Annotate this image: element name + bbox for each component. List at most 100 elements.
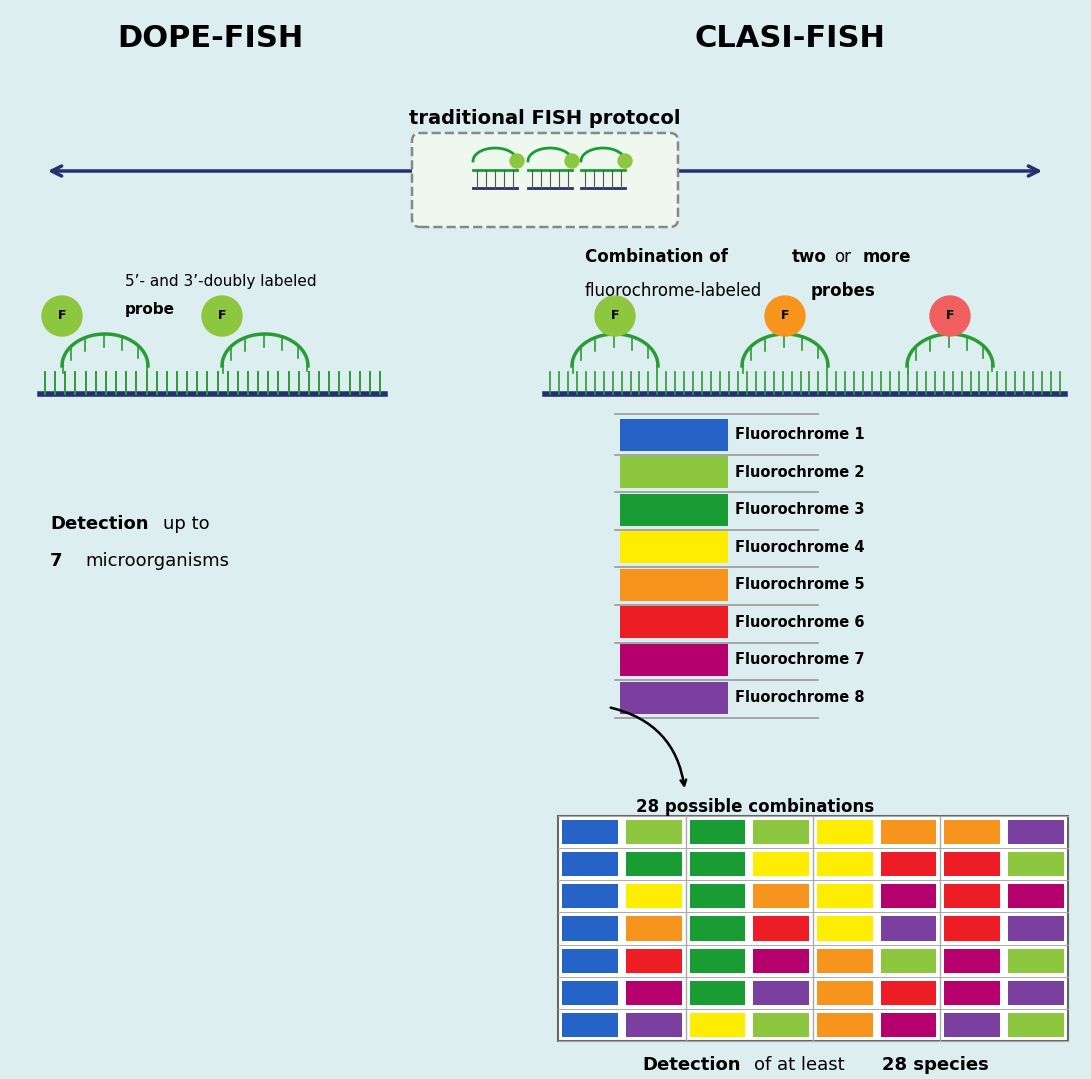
FancyBboxPatch shape	[620, 419, 728, 451]
FancyBboxPatch shape	[562, 852, 618, 876]
Circle shape	[618, 154, 632, 168]
Text: 28 species: 28 species	[882, 1056, 988, 1074]
Text: Detection: Detection	[50, 515, 148, 533]
Circle shape	[41, 296, 82, 336]
Text: Combination of: Combination of	[585, 248, 728, 267]
FancyBboxPatch shape	[620, 456, 728, 489]
Text: up to: up to	[163, 515, 209, 533]
FancyBboxPatch shape	[620, 532, 728, 563]
FancyBboxPatch shape	[817, 948, 873, 972]
Text: Fluorochrome 2: Fluorochrome 2	[735, 465, 864, 480]
FancyBboxPatch shape	[817, 916, 873, 941]
FancyBboxPatch shape	[562, 885, 618, 909]
FancyBboxPatch shape	[817, 852, 873, 876]
FancyBboxPatch shape	[880, 852, 936, 876]
FancyBboxPatch shape	[412, 133, 678, 227]
FancyBboxPatch shape	[626, 1013, 682, 1037]
FancyBboxPatch shape	[690, 1013, 745, 1037]
Text: Fluorochrome 1: Fluorochrome 1	[735, 427, 865, 442]
FancyBboxPatch shape	[690, 916, 745, 941]
Text: traditional FISH protocol: traditional FISH protocol	[409, 109, 681, 128]
FancyBboxPatch shape	[1008, 948, 1064, 972]
FancyBboxPatch shape	[753, 981, 810, 1005]
FancyBboxPatch shape	[620, 682, 728, 713]
Text: F: F	[946, 310, 955, 323]
Text: F: F	[58, 310, 67, 323]
Circle shape	[765, 296, 805, 336]
Text: 28 possible combinations: 28 possible combinations	[636, 798, 874, 816]
FancyBboxPatch shape	[817, 885, 873, 909]
FancyBboxPatch shape	[626, 948, 682, 972]
FancyBboxPatch shape	[562, 948, 618, 972]
FancyBboxPatch shape	[626, 852, 682, 876]
FancyBboxPatch shape	[753, 916, 810, 941]
FancyBboxPatch shape	[753, 948, 810, 972]
FancyBboxPatch shape	[1008, 885, 1064, 909]
Text: CLASI-FISH: CLASI-FISH	[695, 24, 886, 53]
FancyBboxPatch shape	[880, 916, 936, 941]
FancyBboxPatch shape	[562, 981, 618, 1005]
FancyBboxPatch shape	[880, 948, 936, 972]
Text: Fluorochrome 5: Fluorochrome 5	[735, 577, 865, 592]
FancyBboxPatch shape	[945, 885, 1000, 909]
Circle shape	[595, 296, 635, 336]
FancyBboxPatch shape	[690, 885, 745, 909]
FancyBboxPatch shape	[626, 916, 682, 941]
FancyBboxPatch shape	[945, 916, 1000, 941]
FancyBboxPatch shape	[880, 885, 936, 909]
FancyBboxPatch shape	[880, 981, 936, 1005]
FancyBboxPatch shape	[817, 1013, 873, 1037]
Circle shape	[930, 296, 970, 336]
Text: Fluorochrome 4: Fluorochrome 4	[735, 540, 864, 555]
Text: of at least: of at least	[754, 1056, 844, 1074]
FancyBboxPatch shape	[945, 981, 1000, 1005]
FancyBboxPatch shape	[1008, 981, 1064, 1005]
Text: Detection: Detection	[642, 1056, 741, 1074]
Text: two: two	[792, 248, 827, 267]
FancyBboxPatch shape	[620, 569, 728, 601]
Text: F: F	[218, 310, 226, 323]
FancyBboxPatch shape	[562, 820, 618, 844]
FancyBboxPatch shape	[817, 981, 873, 1005]
FancyBboxPatch shape	[753, 885, 810, 909]
FancyBboxPatch shape	[945, 852, 1000, 876]
FancyBboxPatch shape	[945, 1013, 1000, 1037]
FancyBboxPatch shape	[690, 948, 745, 972]
FancyBboxPatch shape	[753, 820, 810, 844]
FancyBboxPatch shape	[620, 494, 728, 525]
FancyBboxPatch shape	[626, 820, 682, 844]
Text: DOPE-FISH: DOPE-FISH	[117, 24, 303, 53]
Text: probe: probe	[125, 302, 175, 317]
Circle shape	[565, 154, 579, 168]
Text: more: more	[863, 248, 911, 267]
Text: 7: 7	[50, 552, 62, 570]
FancyBboxPatch shape	[1008, 916, 1064, 941]
FancyBboxPatch shape	[620, 644, 728, 677]
FancyBboxPatch shape	[753, 852, 810, 876]
Text: fluorochrome-labeled: fluorochrome-labeled	[585, 282, 763, 300]
Text: probes: probes	[811, 282, 876, 300]
FancyBboxPatch shape	[880, 1013, 936, 1037]
Text: Fluorochrome 8: Fluorochrome 8	[735, 689, 865, 705]
Text: F: F	[611, 310, 620, 323]
Circle shape	[509, 154, 524, 168]
FancyBboxPatch shape	[753, 1013, 810, 1037]
Circle shape	[202, 296, 242, 336]
FancyBboxPatch shape	[562, 1013, 618, 1037]
Text: Fluorochrome 6: Fluorochrome 6	[735, 615, 864, 630]
FancyBboxPatch shape	[1008, 852, 1064, 876]
FancyBboxPatch shape	[626, 981, 682, 1005]
FancyBboxPatch shape	[690, 852, 745, 876]
FancyBboxPatch shape	[558, 816, 1068, 1041]
FancyBboxPatch shape	[817, 820, 873, 844]
Text: Fluorochrome 7: Fluorochrome 7	[735, 653, 864, 668]
Text: or: or	[834, 248, 851, 267]
FancyBboxPatch shape	[1008, 1013, 1064, 1037]
Text: 5’- and 3’-doubly labeled: 5’- and 3’-doubly labeled	[125, 274, 316, 289]
FancyBboxPatch shape	[945, 820, 1000, 844]
FancyBboxPatch shape	[880, 820, 936, 844]
FancyBboxPatch shape	[690, 820, 745, 844]
FancyBboxPatch shape	[1008, 820, 1064, 844]
Text: microorganisms: microorganisms	[85, 552, 229, 570]
FancyBboxPatch shape	[945, 948, 1000, 972]
